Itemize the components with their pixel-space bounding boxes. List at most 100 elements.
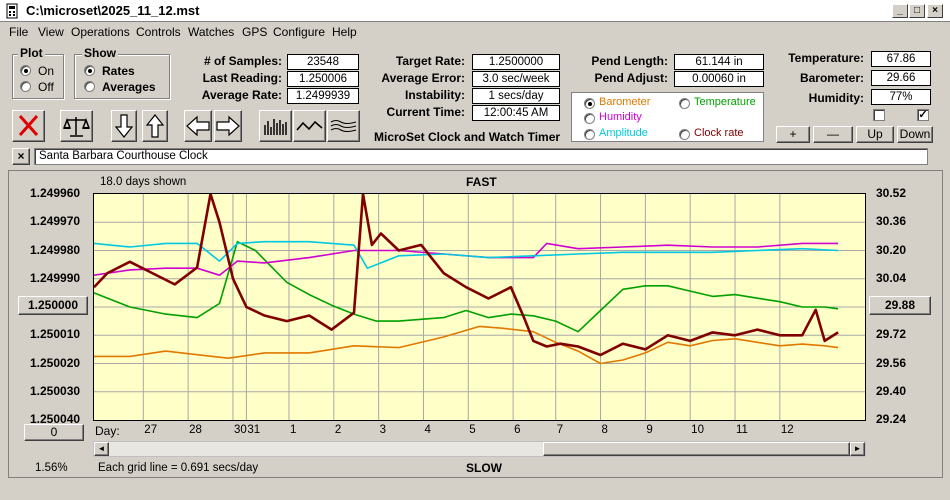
menu-controls[interactable]: Controls [136, 25, 181, 39]
right-tick-label: 29.40 [876, 383, 907, 398]
plot-on-label: On [38, 64, 55, 78]
option-checkbox-2[interactable]: ✓ [917, 109, 929, 121]
day-tick-label: 10 [691, 424, 704, 436]
samples-label: # of Samples: [203, 54, 282, 68]
day-tick-label: 28 [189, 424, 202, 436]
average-error-value: 3.0 sec/week [472, 71, 560, 87]
chart-scrollbar[interactable]: ◄ ► [93, 441, 866, 457]
multi-graph-button[interactable] [327, 110, 360, 142]
amplitude-radio[interactable] [584, 129, 595, 140]
chart-frame [8, 170, 943, 478]
current-time-value: 12:00:45 AM [472, 105, 560, 121]
day-tick-label: 5 [469, 424, 476, 436]
scrollbar-right-arrow[interactable]: ► [850, 442, 865, 456]
day-tick-label: 11 [736, 424, 748, 436]
temperature-option: Temperature [694, 96, 756, 108]
app-caption: MicroSet Clock and Watch Timer [374, 130, 561, 144]
clock-rate-radio[interactable] [679, 129, 690, 140]
right-tick-label: 29.24 [876, 412, 907, 426]
balance-scale-icon [62, 117, 91, 137]
shift-down-button[interactable] [111, 110, 137, 142]
clock-name-field[interactable]: Santa Barbara Courthouse Clock [34, 148, 928, 165]
show-group [74, 54, 170, 99]
show-rates-radio[interactable] [84, 65, 95, 76]
day-tick-label: 6 [514, 424, 521, 436]
offset-button[interactable]: 0 [24, 424, 84, 441]
sensor-select-panel: Barometer Temperature Humidity Amplitude… [571, 92, 764, 142]
pend-length-label: Pend Length: [591, 54, 668, 68]
menu-operations[interactable]: Operations [71, 25, 130, 39]
series-line-barometer [94, 325, 839, 365]
menu-file[interactable]: File [9, 25, 29, 39]
scroll-left-button[interactable] [184, 110, 212, 142]
scale-down-button[interactable]: Down [897, 126, 933, 143]
barometer-option: Barometer [599, 96, 651, 108]
temperature-value: 67.86 [871, 51, 931, 67]
menu-view[interactable]: View [38, 25, 64, 39]
humidity-option: Humidity [599, 111, 642, 123]
scale-plus-button[interactable]: + [776, 126, 810, 143]
clear-button[interactable] [12, 110, 45, 142]
barometer-label: Barometer: [799, 71, 864, 85]
close-x-icon [18, 114, 39, 137]
right-tick-label: 29.56 [876, 355, 907, 370]
average-error-label: Average Error: [381, 71, 465, 85]
left-tick-label: 1.250010 [30, 327, 81, 342]
menu-help[interactable]: Help [332, 25, 357, 39]
shift-up-button[interactable] [142, 110, 168, 142]
scrollbar-thumb[interactable] [543, 442, 850, 456]
instability-value: 1 secs/day [472, 88, 560, 104]
scale-minus-button[interactable]: — [813, 126, 853, 143]
left-tick-label: 1.250040 [30, 412, 81, 426]
temperature-radio[interactable] [679, 98, 690, 109]
maximize-button[interactable]: □ [909, 4, 925, 18]
day-tick-label: 9 [646, 424, 653, 436]
option-checkbox-1[interactable] [873, 109, 885, 121]
line-graph-button[interactable] [293, 110, 326, 142]
grid-note: Each grid line = 0.691 secs/day [98, 462, 259, 474]
arrow-right-icon [216, 115, 240, 137]
humidity-value: 77% [871, 89, 931, 105]
line-wave-icon [296, 120, 323, 131]
scale-up-button[interactable]: Up [856, 126, 894, 143]
humidity-radio[interactable] [584, 113, 595, 124]
bar-graph-button[interactable] [259, 110, 292, 142]
day-label: Day: [95, 424, 120, 438]
menu-watches[interactable]: Watches [188, 25, 235, 39]
right-tick-label: 30.52 [876, 186, 907, 200]
current-time-label: Current Time: [386, 105, 465, 119]
average-rate-label: Average Rate: [201, 88, 282, 102]
app-icon [6, 3, 18, 19]
center-sensor-button[interactable]: 29.88 [869, 296, 931, 315]
plot-off-label: Off [38, 80, 54, 94]
minimize-button[interactable]: _ [892, 4, 908, 18]
day-tick-label: 7 [556, 424, 564, 436]
menu-configure[interactable]: Configure [273, 25, 326, 39]
days-shown-label: 18.0 days shown [100, 176, 187, 188]
arrow-left-icon [186, 115, 210, 137]
slow-label: SLOW [466, 461, 502, 475]
window-title: C:\microset\2025_11_12.mst [26, 3, 200, 18]
show-averages-radio[interactable] [84, 81, 95, 92]
plot-on-radio[interactable] [20, 65, 31, 76]
clock-close-button[interactable]: × [12, 148, 30, 165]
barometer-radio[interactable] [584, 98, 595, 109]
samples-value: 23548 [287, 54, 359, 70]
day-tick-label: 2 [334, 424, 342, 436]
calibrate-button[interactable] [60, 110, 93, 142]
left-tick-label: 1.250020 [30, 355, 81, 370]
target-rate-label: Target Rate: [395, 54, 465, 68]
menu-bar: File View Operations Controls Watches GP… [0, 22, 950, 42]
center-rate-button[interactable]: 1.250000 [18, 296, 88, 315]
menu-gps[interactable]: GPS [242, 25, 268, 39]
amplitude-option: Amplitude [599, 127, 648, 139]
series-line-humidity [93, 242, 839, 276]
plot-off-radio[interactable] [20, 81, 31, 92]
scroll-right-button[interactable] [214, 110, 242, 142]
chart-svg [93, 192, 865, 420]
right-tick-label: 30.36 [876, 214, 907, 229]
scrollbar-left-arrow[interactable]: ◄ [94, 442, 109, 456]
close-button[interactable]: × [927, 4, 943, 18]
left-tick-label: 1.249990 [30, 270, 81, 285]
day-tick-label: 8 [601, 424, 608, 436]
